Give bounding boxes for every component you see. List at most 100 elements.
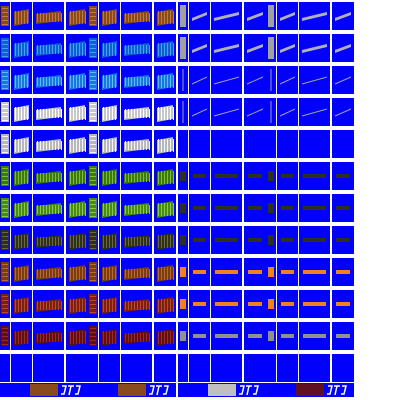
wagon-rib xyxy=(85,331,86,344)
wagon-rib xyxy=(27,139,28,152)
wagon-rib xyxy=(131,13,132,22)
wagon-body xyxy=(36,331,61,344)
wagon-rib xyxy=(82,203,83,216)
wagon-rib xyxy=(37,333,38,342)
wagon-rib xyxy=(161,11,162,24)
wagon-body xyxy=(124,43,149,56)
wagon-body xyxy=(36,11,61,24)
wagon-rib xyxy=(79,171,80,184)
wagon-stripe xyxy=(90,144,96,145)
wagon-rib xyxy=(149,205,150,214)
wagon-stripe xyxy=(2,144,8,145)
wagon-rib xyxy=(52,13,53,22)
wagon-rib xyxy=(46,77,47,86)
wagon-rib xyxy=(73,43,74,56)
wagon-rib xyxy=(173,331,174,344)
wagon-stripe xyxy=(90,200,96,201)
wagon-rib xyxy=(112,235,113,248)
wagon-rib xyxy=(158,139,159,152)
wagon-rib xyxy=(40,237,41,246)
wagon-rib xyxy=(82,171,83,184)
wagon-rib xyxy=(85,107,86,120)
wagon-rib xyxy=(21,203,22,216)
wagon-stripe xyxy=(2,200,8,201)
rail-flat xyxy=(335,44,351,53)
wagon-stripe xyxy=(90,184,96,185)
wagon-stripe xyxy=(2,88,8,89)
wagon-rib xyxy=(58,237,59,246)
wagon-rib xyxy=(76,11,77,24)
wagon-rib xyxy=(115,75,116,88)
wagon-stripe xyxy=(90,152,96,153)
wagon-stripe xyxy=(90,48,96,49)
wagon-rib xyxy=(164,203,165,216)
wagon-stripe xyxy=(90,244,96,245)
wagon-body xyxy=(124,107,149,120)
wagon-rib xyxy=(61,237,62,246)
wagon-rib xyxy=(55,301,56,310)
wagon-stripe xyxy=(2,312,8,313)
wagon-rib xyxy=(21,75,22,88)
wagon-stripe xyxy=(2,40,8,41)
wagon-rib xyxy=(115,235,116,248)
wagon-rib xyxy=(164,171,165,184)
wagon-body xyxy=(36,203,61,216)
wagon-rib xyxy=(49,269,50,278)
wagon-stripe xyxy=(90,108,96,109)
wagon-rib xyxy=(137,333,138,342)
wagon-rib xyxy=(82,235,83,248)
wagon-rib xyxy=(49,45,50,54)
wagon-rib xyxy=(167,139,168,152)
wagon-rib xyxy=(18,43,19,56)
cargo xyxy=(336,206,350,210)
wagon-stripe xyxy=(90,308,96,309)
wagon-stripe xyxy=(90,20,96,21)
wagon-stripe xyxy=(90,212,96,213)
wagon-stripe xyxy=(2,180,8,181)
wagon-rib xyxy=(85,203,86,216)
wagon-rib xyxy=(73,203,74,216)
wagon-stripe xyxy=(2,248,8,249)
wagon-rib xyxy=(161,107,162,120)
wagon-rib xyxy=(161,203,162,216)
wagon-rib xyxy=(103,11,104,24)
rail-flat xyxy=(280,12,295,21)
wagon-rib xyxy=(128,13,129,22)
wagon-rib xyxy=(18,203,19,216)
wagon-rib xyxy=(173,235,174,248)
wagon-rib xyxy=(140,13,141,22)
wagon-rib xyxy=(18,331,19,344)
sprite-cell xyxy=(211,130,242,158)
wagon-rib xyxy=(27,203,28,216)
wagon-rib xyxy=(58,173,59,182)
wagon-stripe xyxy=(2,340,8,341)
wagon-rib xyxy=(143,301,144,310)
cargo xyxy=(248,302,262,306)
wagon-rib xyxy=(146,333,147,342)
cargo xyxy=(336,174,350,178)
wagon-stripe xyxy=(90,136,96,137)
wagon-rib xyxy=(164,75,165,88)
wagon-stripe xyxy=(90,8,96,9)
wagon-rib xyxy=(170,331,171,344)
cargo xyxy=(193,270,206,274)
wagon-stripe xyxy=(2,72,8,73)
wagon-rib xyxy=(170,171,171,184)
wagon-rib xyxy=(21,235,22,248)
rail-flat xyxy=(335,12,351,21)
wagon-rib xyxy=(112,267,113,280)
rail-line xyxy=(334,76,352,85)
wagon-rib xyxy=(79,107,80,120)
wagon-rib xyxy=(158,75,159,88)
wagon-rib xyxy=(106,235,107,248)
wagon-rib xyxy=(131,269,132,278)
wagon-rib xyxy=(103,267,104,280)
wagon-rib xyxy=(103,75,104,88)
wagon-stripe xyxy=(90,232,96,233)
sprite-cell xyxy=(299,354,330,382)
wagon-stripe xyxy=(90,172,96,173)
wagon-rib xyxy=(131,205,132,214)
wagon-body xyxy=(124,171,149,184)
wagon-stripe xyxy=(2,84,8,85)
wagon-rib xyxy=(170,11,171,24)
